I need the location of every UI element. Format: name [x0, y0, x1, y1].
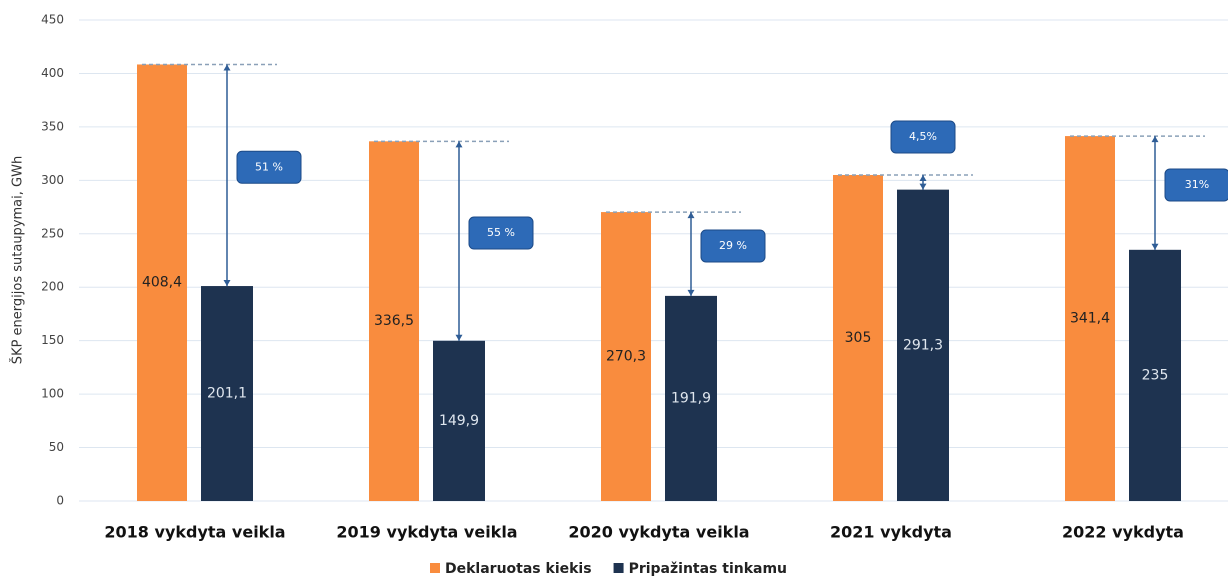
bar: [369, 141, 419, 501]
legend-label: Pripažintas tinkamu: [629, 561, 787, 577]
x-tick-label: 2022 vykdyta: [1062, 523, 1184, 542]
value-label: 235: [1142, 367, 1169, 383]
y-tick-label: 150: [41, 333, 64, 347]
y-tick-label: 350: [41, 119, 64, 133]
y-tick-label: 250: [41, 226, 64, 240]
callout-label: 51 %: [255, 160, 283, 173]
bar: [137, 64, 187, 502]
callout-label: 4,5%: [909, 130, 937, 143]
y-tick-label: 0: [56, 494, 64, 508]
callout-box: [890, 120, 956, 154]
bar: [601, 212, 651, 501]
y-tick-label: 400: [41, 66, 64, 80]
callout-box: [700, 229, 766, 263]
bar: [1065, 136, 1115, 501]
legend-label: Deklaruotas kiekis: [445, 561, 592, 577]
value-label: 149,9: [439, 413, 479, 429]
callout-label: 29 %: [719, 239, 747, 252]
y-tick-label: 50: [49, 440, 64, 454]
bar: [433, 340, 485, 501]
bar: [665, 295, 717, 501]
callout-label: 55 %: [487, 226, 515, 239]
value-label: 408,4: [142, 275, 182, 291]
x-tick-label: 2018 vykdyta veikla: [104, 523, 285, 542]
arrow-head: [919, 174, 927, 190]
legend-swatch: [430, 563, 440, 573]
x-tick-label: 2021 vykdyta: [830, 523, 952, 542]
x-tick-label: 2020 vykdyta veikla: [568, 523, 749, 542]
y-tick-label: 200: [41, 280, 64, 294]
bar: [1129, 249, 1181, 501]
value-label: 291,3: [903, 337, 943, 353]
callout-box: [468, 216, 534, 250]
value-label: 305: [845, 330, 872, 346]
y-tick-label: 300: [41, 173, 64, 187]
value-label: 191,9: [671, 390, 711, 406]
callout-box: [236, 150, 302, 184]
y-tick-label: 100: [41, 387, 64, 401]
value-label: 336,5: [374, 313, 414, 329]
value-label: 341,4: [1070, 311, 1110, 327]
bar: [201, 286, 253, 501]
y-tick-label: 450: [41, 13, 64, 27]
value-label: 270,3: [606, 349, 646, 365]
callout-label: 31%: [1185, 178, 1209, 191]
bar: [897, 189, 949, 501]
y-axis-title: ŠKP energijos sutaupymai, GWh: [10, 156, 26, 364]
callout-box: [1164, 168, 1228, 202]
bar: [833, 174, 883, 501]
legend-swatch: [613, 563, 624, 573]
x-tick-label: 2019 vykdyta veikla: [336, 523, 517, 542]
value-label: 201,1: [207, 386, 247, 402]
